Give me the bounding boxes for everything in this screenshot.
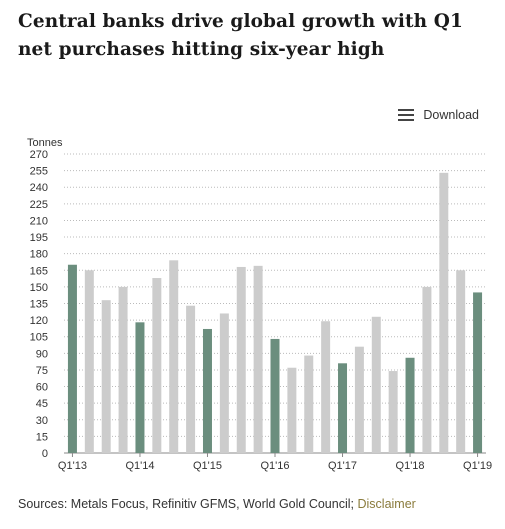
bar-q1-15[interactable] bbox=[202, 328, 212, 453]
bar-q2-14[interactable] bbox=[152, 278, 162, 453]
y-tick-label: 105 bbox=[30, 332, 48, 344]
bar-q4-15[interactable] bbox=[253, 265, 263, 453]
bar-q3-14[interactable] bbox=[169, 260, 179, 453]
y-tick-label: 165 bbox=[30, 265, 48, 277]
bar-q4-14[interactable] bbox=[186, 305, 196, 453]
y-tick-label: 15 bbox=[36, 431, 48, 443]
bar-q2-18[interactable] bbox=[422, 286, 432, 453]
x-tick-label: Q1'16 bbox=[260, 460, 289, 472]
bar-q3-16[interactable] bbox=[304, 355, 314, 453]
x-tick-label: Q1'14 bbox=[125, 460, 154, 472]
sources-text: Sources: Metals Focus, Refinitiv GFMS, W… bbox=[18, 497, 354, 511]
x-axis-ticks: Q1'13 Q1'14 Q1'15 Q1'16 Q1'17 Q1'18 Q1'19 bbox=[58, 453, 492, 472]
y-tick-label: 75 bbox=[36, 365, 48, 377]
bar-q1-17[interactable] bbox=[338, 363, 348, 453]
bar-q2-13[interactable] bbox=[84, 270, 94, 453]
x-tick-label: Q1'13 bbox=[58, 460, 87, 472]
bar-q3-15[interactable] bbox=[236, 266, 246, 453]
x-tick-label: Q1'15 bbox=[193, 460, 222, 472]
download-label: Download bbox=[423, 108, 479, 122]
y-tick-label: 225 bbox=[30, 199, 48, 211]
y-tick-label: 150 bbox=[30, 282, 48, 294]
bar-q4-17[interactable] bbox=[388, 371, 398, 453]
chart-title: Central banks drive global growth with Q… bbox=[18, 11, 463, 60]
y-tick-label: 30 bbox=[36, 415, 48, 427]
bar-q3-18[interactable] bbox=[439, 172, 449, 453]
bar-q4-16[interactable] bbox=[321, 321, 331, 453]
bars bbox=[67, 172, 483, 453]
bar-q3-17[interactable] bbox=[371, 316, 381, 453]
y-tick-label: 90 bbox=[36, 348, 48, 360]
y-axis-ticks: 0 15 30 45 60 75 90 105 120 135 150 165 180 195 210 225… bbox=[30, 149, 48, 460]
download-button[interactable]: Download bbox=[398, 108, 479, 122]
bar-q1-14[interactable] bbox=[135, 322, 145, 453]
disclaimer-link[interactable]: Disclaimer bbox=[357, 497, 416, 511]
bar-q1-18[interactable] bbox=[405, 357, 415, 453]
y-tick-label: 255 bbox=[30, 166, 48, 178]
y-tick-label: 120 bbox=[30, 315, 48, 327]
y-tick-label: 180 bbox=[30, 249, 48, 261]
y-tick-label: 195 bbox=[30, 232, 48, 244]
x-tick-label: Q1'19 bbox=[463, 460, 492, 472]
y-tick-label: 240 bbox=[30, 182, 48, 194]
bar-q1-13[interactable] bbox=[67, 264, 77, 453]
y-tick-label: 0 bbox=[42, 448, 48, 460]
y-tick-label: 135 bbox=[30, 299, 48, 311]
bar-q1-19[interactable] bbox=[473, 292, 483, 453]
y-axis-label: Tonnes bbox=[27, 137, 63, 149]
bar-q1-16[interactable] bbox=[270, 338, 280, 453]
gridlines bbox=[64, 153, 486, 454]
bar-q2-16[interactable] bbox=[287, 367, 297, 453]
menu-icon[interactable] bbox=[398, 109, 415, 121]
y-tick-label: 210 bbox=[30, 215, 48, 227]
y-tick-label: 60 bbox=[36, 382, 48, 394]
bar-q3-13[interactable] bbox=[101, 300, 111, 453]
x-tick-label: Q1'17 bbox=[328, 460, 357, 472]
x-tick-label: Q1'18 bbox=[396, 460, 425, 472]
sources-note: Sources: Metals Focus, Refinitiv GFMS, W… bbox=[18, 497, 416, 511]
bar-q2-17[interactable] bbox=[354, 346, 364, 453]
y-tick-label: 45 bbox=[36, 398, 48, 410]
bar-q4-13[interactable] bbox=[118, 286, 128, 453]
bar-q4-18[interactable] bbox=[456, 270, 466, 453]
y-tick-label: 270 bbox=[30, 149, 48, 161]
bar-q2-15[interactable] bbox=[219, 313, 229, 453]
